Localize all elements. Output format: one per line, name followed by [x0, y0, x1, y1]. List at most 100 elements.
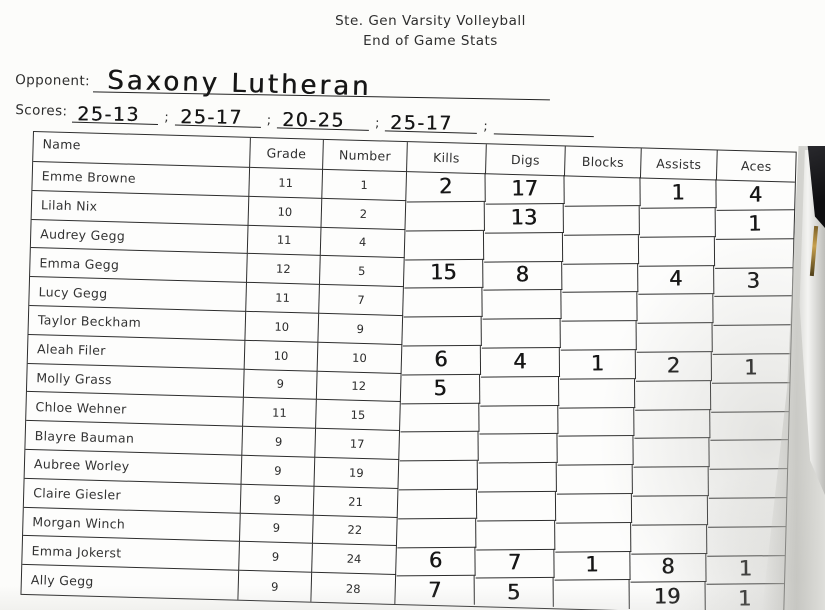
cell-grade: 10	[248, 196, 323, 228]
cell-kills	[400, 403, 480, 433]
cell-number: 22	[312, 515, 398, 547]
cell-aces	[708, 469, 787, 499]
cell-assists	[632, 467, 709, 497]
score-blank-line: 25-17	[385, 105, 478, 135]
cell-grade: 9	[239, 513, 314, 545]
cell-number: 24	[312, 544, 397, 576]
header-blocks: Blocks	[564, 146, 642, 179]
cell-assists	[631, 495, 709, 526]
cell-grade: 9	[242, 426, 317, 458]
cell-number: 19	[314, 457, 400, 489]
cell-digs	[480, 376, 560, 406]
cell-grade: 10	[244, 340, 319, 372]
cell-assists	[633, 438, 710, 468]
cell-assists: 8	[630, 553, 707, 583]
scores-row: Scores: 25-13 ; 25-17 ; 20-25 ; 25-17 ;	[15, 95, 595, 138]
cell-assists	[634, 409, 711, 439]
cell-assists	[631, 524, 708, 555]
cell-blocks	[563, 205, 640, 236]
cell-digs	[483, 232, 564, 263]
cell-digs	[476, 491, 557, 522]
cell-number: 2	[321, 198, 407, 230]
cell-digs	[477, 462, 557, 493]
cell-blocks	[553, 580, 630, 610]
cell-blocks	[558, 378, 636, 409]
cell-aces	[710, 382, 790, 413]
score-separator: ;	[374, 115, 380, 131]
cell-digs	[478, 434, 558, 464]
cell-kills: 2	[406, 172, 486, 203]
cell-number: 10	[317, 342, 403, 374]
cell-blocks	[564, 177, 641, 207]
opponent-label: Opponent:	[15, 72, 91, 90]
header-aces: Aces	[716, 150, 796, 183]
pen-clip	[809, 225, 819, 277]
cell-kills	[403, 288, 483, 318]
cell-grade: 9	[241, 455, 316, 487]
cell-kills	[399, 431, 479, 462]
cell-kills	[404, 230, 485, 260]
cell-assists: 1	[640, 179, 717, 209]
cell-grade: 9	[239, 542, 313, 573]
cell-assists	[634, 380, 712, 411]
cell-grade: 9	[238, 570, 313, 602]
score-blank-line: 25-13	[72, 96, 159, 126]
pen-icon	[799, 150, 825, 495]
opponent-row: Opponent: Saxony Lutheran	[15, 54, 551, 103]
cell-digs: 7	[475, 549, 555, 579]
cell-aces	[707, 497, 787, 528]
header-digs: Digs	[485, 144, 566, 177]
cell-kills	[398, 460, 478, 491]
cell-kills: 6	[396, 547, 476, 577]
cell-number: 7	[319, 285, 404, 317]
opponent-handwritten-value: Saxony Lutheran	[106, 65, 372, 103]
cell-name: Ally Gegg	[21, 565, 240, 600]
cell-aces: 4	[716, 181, 795, 211]
cell-kills	[397, 489, 478, 519]
cell-number: 15	[316, 400, 401, 432]
cell-number: 5	[319, 256, 405, 288]
cell-assists	[639, 207, 716, 238]
cell-grade: 9	[243, 369, 318, 401]
cell-number: 1	[322, 169, 408, 201]
cell-blocks: 1	[559, 349, 637, 380]
cell-number: 21	[313, 486, 399, 518]
cell-number: 9	[318, 313, 404, 345]
cell-blocks: 1	[554, 551, 631, 581]
cell-assists	[636, 323, 713, 353]
cell-digs	[482, 290, 562, 320]
score-handwritten-value: 20-25	[282, 109, 345, 132]
cell-kills	[405, 201, 485, 232]
cell-grade: 11	[243, 398, 317, 429]
cell-kills: 6	[401, 345, 482, 376]
cell-assists	[637, 294, 714, 324]
cell-digs: 8	[483, 261, 563, 291]
cell-blocks	[562, 234, 640, 265]
cell-digs: 5	[474, 578, 554, 608]
cell-grade: 11	[246, 283, 320, 314]
cell-aces: 1	[715, 210, 794, 240]
title-line-1: Ste. Gen Varsity Volleyball	[335, 13, 526, 29]
score-handwritten-value: 25-17	[390, 112, 454, 135]
cell-number: 17	[315, 428, 401, 460]
score-blank-line: 25-17	[174, 99, 262, 129]
cell-assists: 19	[629, 582, 706, 610]
cell-kills	[402, 316, 482, 347]
cell-aces: 3	[714, 267, 793, 298]
cell-aces	[713, 296, 792, 326]
page-title: Ste. Gen Varsity Volleyball End of Game …	[0, 12, 825, 51]
cell-aces	[707, 526, 786, 557]
cell-aces	[710, 411, 789, 441]
score-separator: ;	[266, 112, 272, 128]
score-handwritten-value: 25-17	[179, 106, 243, 129]
cell-kills: 15	[404, 259, 484, 289]
cell-digs	[481, 318, 561, 349]
cell-kills: 5	[401, 374, 481, 404]
cell-kills	[397, 518, 477, 548]
cell-aces: 1	[706, 555, 785, 585]
cell-blocks	[560, 321, 637, 351]
cell-assists: 4	[638, 265, 715, 295]
cell-aces	[709, 440, 788, 470]
header-kills: Kills	[407, 142, 487, 175]
